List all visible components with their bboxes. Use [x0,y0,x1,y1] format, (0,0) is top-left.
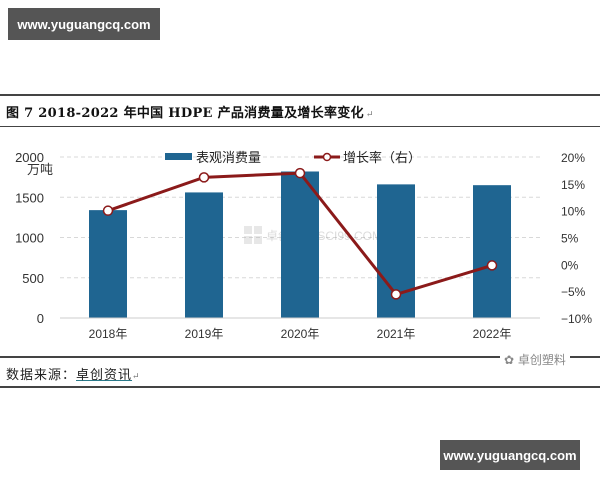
left-tick-label: 500 [22,271,44,286]
line-series [102,167,498,300]
left-axis: 0 500 1000 1500 2000 [15,150,44,326]
legend: 表观消费量 增长率（右） [165,150,421,165]
right-tick-label: −5% [561,285,586,299]
source-rule-bottom [0,386,600,388]
bar-series [89,171,511,318]
title-rule [0,126,600,127]
left-tick-label: 0 [37,311,44,326]
line-marker [486,260,498,271]
legend-bar-swatch [165,153,192,160]
return-mark: ↵ [132,372,141,382]
bar [89,210,127,318]
source-rule-top [0,356,600,358]
line-marker [294,167,306,179]
right-tick-label: 5% [561,232,579,246]
left-tick-label: 2000 [15,150,44,165]
left-tick-label: 1500 [15,190,44,205]
wechat-text: 卓创塑料 [517,353,566,367]
x-tick-label: 2021年 [377,327,416,341]
legend-line-label: 增长率（右） [343,150,421,165]
x-tick-label: 2018年 [89,327,128,341]
right-tick-label: −10% [561,312,592,326]
x-tick-label: 2020年 [281,327,320,341]
source-link[interactable]: 卓创资讯 [76,368,133,383]
bar [281,171,319,318]
source-label: 数据来源： [6,368,77,383]
x-axis-labels: 2018年 2019年 2020年 2021年 2022年 [89,327,512,341]
legend-bar-label: 表观消费量 [196,150,261,165]
line-marker [198,172,210,183]
data-source: 数据来源：卓创资讯↵ [6,364,141,383]
right-tick-label: 20% [561,151,585,165]
watermark-top: www.yuguangcq.com [8,8,160,40]
wechat-icon: ✿ [504,353,515,367]
right-tick-label: 15% [561,178,585,192]
right-axis: −10% −5% 0% 5% 10% 15% 20% [561,151,592,326]
x-tick-label: 2022年 [473,327,512,341]
left-axis-unit: 万吨 [27,162,53,177]
bar [473,185,511,318]
right-tick-label: 0% [561,258,579,272]
line-marker [390,289,402,300]
right-tick-label: 10% [561,205,585,219]
x-tick-label: 2019年 [185,327,224,341]
watermark-bottom: www.yuguangcq.com [440,440,580,470]
bar [185,192,223,318]
figure-title: 图 7 2018-2022 年中国 HDPE 产品消费量及增长率变化 ↵ [6,102,374,121]
return-mark: ↵ [365,110,374,120]
wechat-watermark: ✿ 卓创塑料 [500,351,570,368]
figure-title-text: 图 7 2018-2022 年中国 HDPE 产品消费量及增长率变化 [6,106,364,121]
left-tick-label: 1000 [15,231,44,246]
top-rule [0,94,600,96]
legend-line-marker [322,152,332,162]
line-marker [102,205,114,216]
chart: 0 500 1000 1500 2000 −10% −5% 0% 5% 10% 15% 20% 万吨… [15,150,592,341]
